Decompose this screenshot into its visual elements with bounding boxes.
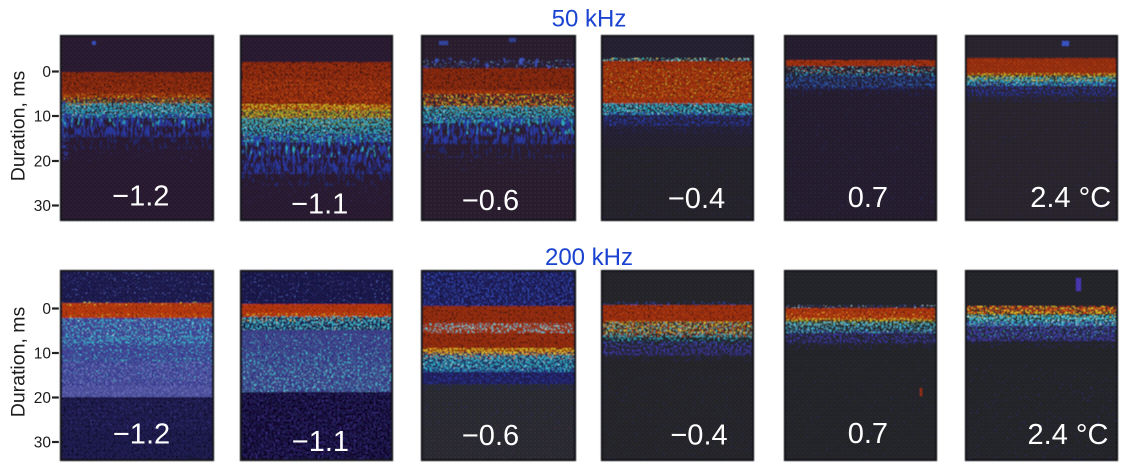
svg-text:0.7: 0.7	[848, 182, 888, 214]
svg-text:−0.6: −0.6	[462, 185, 519, 217]
svg-text:−1.2: −1.2	[112, 181, 169, 213]
svg-text:−1.1: −1.1	[292, 426, 349, 458]
svg-text:50 kHz: 50 kHz	[552, 6, 627, 33]
svg-text:0.7: 0.7	[848, 418, 888, 450]
svg-text:10: 10	[34, 345, 52, 362]
svg-text:−0.4: −0.4	[670, 419, 727, 451]
svg-text:−0.4: −0.4	[668, 183, 725, 215]
svg-text:Duration, ms: Duration, ms	[8, 306, 30, 417]
svg-text:Duration, ms: Duration, ms	[8, 70, 30, 181]
svg-text:2.4 °C: 2.4 °C	[1028, 419, 1109, 451]
svg-text:0: 0	[42, 64, 51, 81]
svg-text:−1.1: −1.1	[291, 188, 348, 220]
svg-text:−0.6: −0.6	[462, 420, 519, 452]
svg-text:−1.2: −1.2	[113, 418, 170, 450]
svg-text:0: 0	[42, 301, 51, 318]
svg-text:2.4 °C: 2.4 °C	[1030, 182, 1111, 214]
svg-text:30: 30	[34, 198, 52, 215]
svg-text:200 kHz: 200 kHz	[545, 244, 633, 271]
svg-text:30: 30	[34, 434, 52, 451]
svg-text:10: 10	[34, 108, 52, 125]
svg-text:20: 20	[34, 153, 52, 170]
svg-text:20: 20	[34, 390, 52, 407]
